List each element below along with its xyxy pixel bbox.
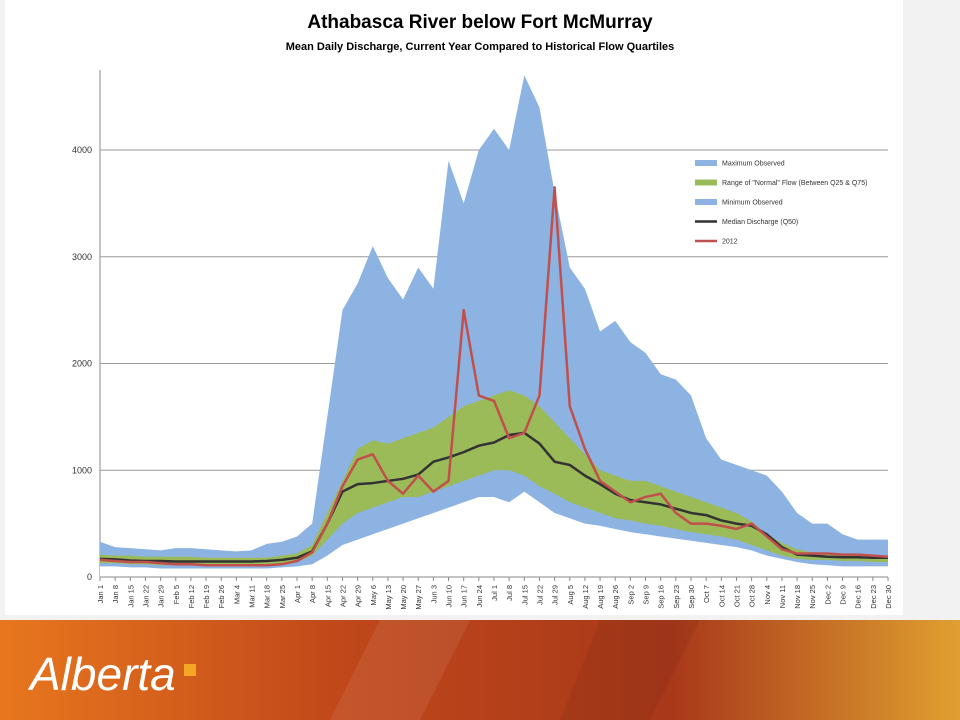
legend-label: Minimum Observed (722, 200, 783, 207)
x-tick-label: Oct 7 (702, 585, 711, 603)
x-tick-label: Nov 25 (808, 585, 817, 609)
x-tick-label: Jan 1 (96, 585, 105, 603)
x-tick-label: Dec 16 (854, 585, 863, 609)
x-tick-label: Mar 18 (263, 585, 272, 608)
x-tick-label: Aug 5 (566, 585, 575, 605)
x-tick-label: Jun 10 (445, 585, 454, 608)
x-tick-label: Jul 8 (505, 585, 514, 601)
normal-range-band (100, 390, 888, 566)
x-tick-label: Jun 3 (429, 585, 438, 603)
y-tick-label: 0 (87, 572, 92, 582)
x-tick-label: Apr 15 (323, 585, 332, 607)
y-tick-label: 4000 (72, 145, 92, 155)
chart-title: Athabasca River below Fort McMurray (307, 12, 653, 33)
legend-swatch (695, 199, 717, 205)
x-tick-label: Dec 30 (884, 585, 893, 609)
legend-label: Maximum Observed (722, 161, 785, 168)
legend-swatch (695, 179, 717, 186)
x-tick-label: Jun 17 (460, 585, 469, 608)
y-tick-label: 3000 (72, 252, 92, 262)
legend-label: Median Discharge (Q50) (722, 219, 798, 226)
x-tick-label: Mar 4 (232, 585, 241, 604)
x-tick-label: Jun 24 (475, 585, 484, 608)
x-tick-label: Jul 29 (551, 585, 560, 605)
x-tick-label: Apr 1 (293, 585, 302, 603)
y-tick-label: 2000 (72, 359, 92, 369)
x-tick-label: Jan 8 (111, 585, 120, 603)
x-tick-label: Feb 5 (172, 585, 181, 604)
min-area (100, 491, 888, 577)
x-tick-label: Sep 30 (687, 585, 696, 609)
x-tick-label: Jul 22 (535, 585, 544, 605)
x-tick-label: Apr 8 (308, 585, 317, 603)
x-tick-label: Oct 28 (748, 585, 757, 607)
x-tick-label: Feb 26 (217, 585, 226, 608)
x-tick-label: Mar 11 (248, 585, 257, 608)
chart-subtitle: Mean Daily Discharge, Current Year Compa… (286, 41, 675, 53)
x-tick-label: Aug 12 (581, 585, 590, 609)
legend-label: 2012 (722, 239, 738, 246)
x-tick-label: Dec 9 (839, 585, 848, 605)
x-tick-label: Sep 23 (672, 585, 681, 609)
x-tick-label: May 27 (414, 585, 423, 610)
x-tick-label: Oct 14 (717, 585, 726, 607)
x-tick-label: Sep 16 (657, 585, 666, 609)
banner-stripe (560, 620, 700, 720)
x-tick-label: Aug 19 (596, 585, 605, 609)
x-tick-label: Feb 19 (202, 585, 211, 608)
x-tick-label: Sep 2 (626, 585, 635, 605)
x-tick-label: Feb 12 (187, 585, 196, 608)
x-tick-label: Nov 18 (793, 585, 802, 609)
x-tick-label: Nov 11 (778, 585, 787, 608)
banner-stripe (330, 620, 470, 720)
x-tick-label: Jul 1 (490, 585, 499, 601)
x-tick-label: Sep 9 (642, 585, 651, 605)
max-area (100, 75, 888, 577)
x-tick-label: Jan 15 (126, 585, 135, 608)
brand-square (184, 664, 196, 676)
x-tick-label: Dec 2 (823, 585, 832, 605)
footer-banner (0, 620, 960, 720)
x-tick-label: May 6 (369, 585, 378, 605)
series-line (99, 186, 889, 567)
x-tick-label: Mar 25 (278, 585, 287, 608)
x-tick-label: Jul 15 (520, 585, 529, 605)
x-tick-label: Apr 22 (338, 585, 347, 607)
x-tick-label: Aug 26 (611, 585, 620, 609)
x-tick-label: Nov 4 (763, 585, 772, 605)
x-tick-label: May 20 (399, 585, 408, 610)
legend-label: Range of "Normal" Flow (Between Q25 & Q7… (722, 180, 867, 187)
x-tick-label: Dec 23 (869, 585, 878, 609)
x-tick-label: Apr 29 (354, 585, 363, 607)
legend-swatch (695, 160, 717, 166)
y-tick-label: 1000 (72, 465, 92, 475)
x-tick-label: Jan 29 (157, 585, 166, 608)
brand-logo: Alberta (27, 648, 176, 700)
x-tick-label: Oct 21 (732, 585, 741, 607)
x-tick-label: Jan 22 (141, 585, 150, 608)
x-tick-label: May 13 (384, 585, 393, 610)
